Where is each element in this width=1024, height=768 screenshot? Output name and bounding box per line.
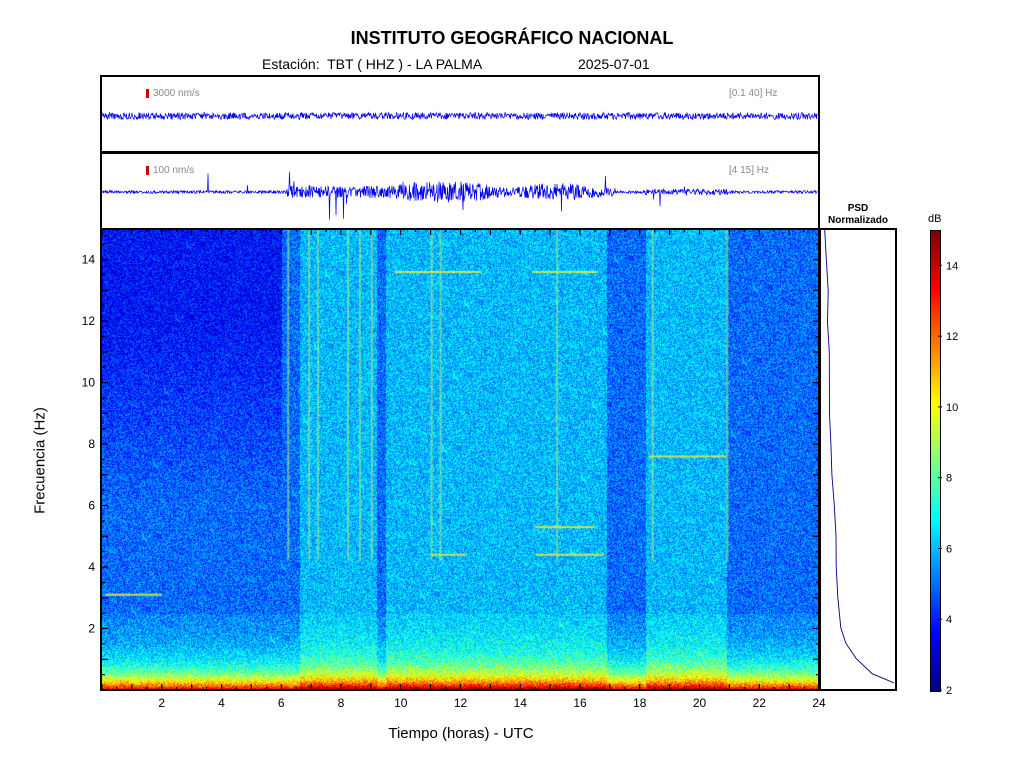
x-tick-label: 10 bbox=[394, 696, 408, 710]
x-tick-label: 6 bbox=[278, 696, 285, 710]
spectrogram bbox=[102, 229, 819, 690]
x-tick-label: 14 bbox=[514, 696, 528, 710]
colorbar-tick-label: 6 bbox=[946, 543, 952, 555]
x-tick-label: 8 bbox=[338, 696, 345, 710]
colorbar-tick-label: 4 bbox=[946, 614, 952, 626]
psd-panel bbox=[819, 228, 897, 691]
subtitle: Estación: TBT ( HHZ ) - LA PALMA 2025-07… bbox=[0, 56, 1024, 74]
colorbar bbox=[930, 230, 941, 692]
psd-title-line1: PSD bbox=[847, 203, 869, 214]
y-tick-label: 14 bbox=[82, 253, 96, 267]
y-tick-label: 8 bbox=[88, 437, 95, 451]
scale-bar bbox=[146, 166, 149, 175]
psd-line bbox=[824, 230, 895, 684]
trace-filtered bbox=[102, 171, 818, 220]
colorbar-tick-label: 12 bbox=[946, 331, 958, 343]
psd-curve bbox=[824, 230, 895, 684]
colorbar-unit: dB bbox=[928, 213, 942, 225]
y-axis-title: Frecuencia (Hz) bbox=[31, 407, 49, 514]
station-label: Estación: TBT ( HHZ ) - LA PALMA bbox=[262, 56, 483, 72]
colorbar-tick-label: 2 bbox=[946, 685, 952, 697]
y-tick-label: 6 bbox=[88, 499, 95, 513]
x-tick-label: 4 bbox=[218, 696, 225, 710]
page-title: INSTITUTO GEOGRÁFICO NACIONAL bbox=[350, 28, 674, 48]
trace-broadband bbox=[102, 111, 818, 121]
y-tick-label: 4 bbox=[88, 560, 95, 574]
scale-bar bbox=[146, 89, 149, 98]
colorbar-tick-label: 8 bbox=[946, 473, 952, 485]
x-tick-label: 24 bbox=[812, 696, 826, 710]
y-tick-label: 2 bbox=[88, 622, 95, 636]
x-tick-label: 20 bbox=[693, 696, 707, 710]
psd-title: PSD Normalizado bbox=[818, 203, 898, 227]
x-tick-label: 22 bbox=[753, 696, 767, 710]
date-label: 2025-07-01 bbox=[578, 56, 650, 72]
x-tick-label: 16 bbox=[573, 696, 587, 710]
x-tick-label: 12 bbox=[454, 696, 468, 710]
amplitude-scale-label: 100 nm/s bbox=[153, 165, 195, 176]
filter-band-label: [0.1 40] Hz bbox=[729, 88, 778, 99]
colorbar-tick-label: 10 bbox=[946, 402, 958, 414]
psd-title-line2: Normalizado bbox=[827, 215, 888, 226]
y-tick-label: 10 bbox=[82, 376, 96, 390]
colorbar-ticks: 2 4 6 8 10 12 14 bbox=[938, 260, 958, 697]
filter-band-label: [4 15] Hz bbox=[729, 165, 770, 176]
trace-line bbox=[102, 111, 818, 121]
x-tick-label: 18 bbox=[633, 696, 647, 710]
colorbar-tick-label: 14 bbox=[946, 260, 958, 272]
y-tick-label: 12 bbox=[82, 314, 96, 328]
trace-line bbox=[102, 171, 818, 220]
amplitude-scale-label: 3000 nm/s bbox=[153, 88, 200, 99]
x-axis-title: Tiempo (horas) - UTC bbox=[388, 725, 534, 742]
x-tick-label: 2 bbox=[158, 696, 165, 710]
